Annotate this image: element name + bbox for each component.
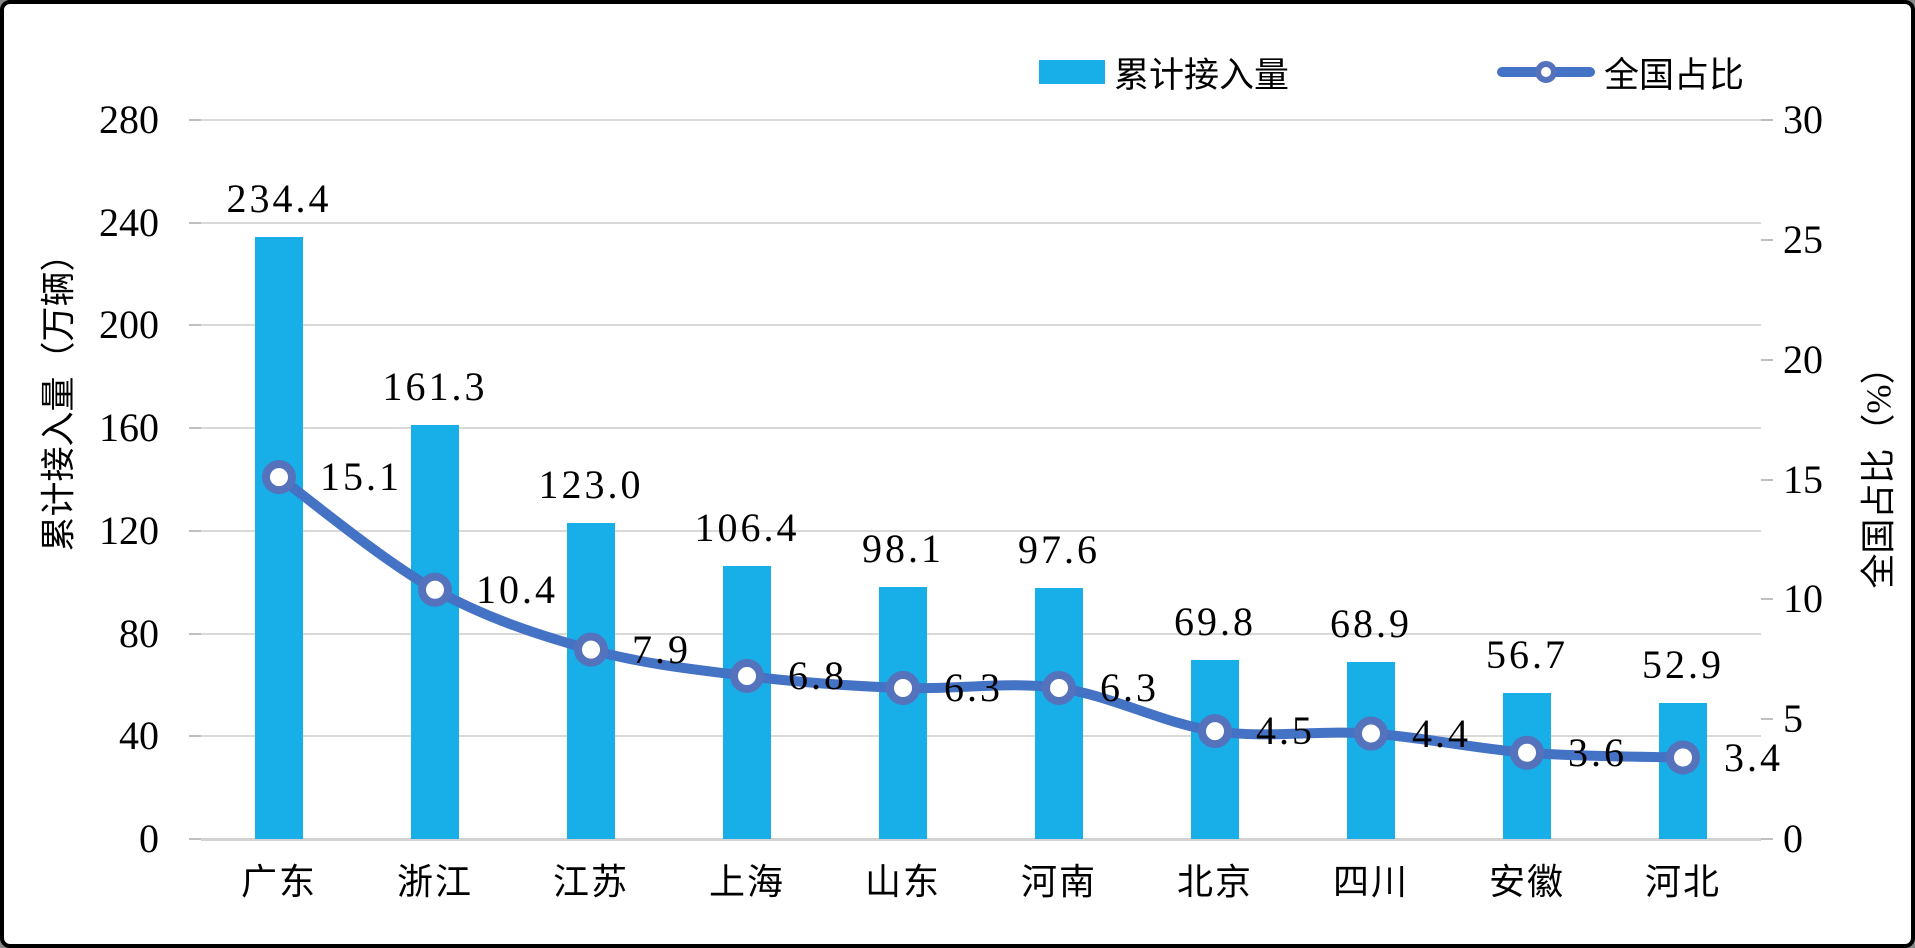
line-series-swatch: [1497, 60, 1595, 84]
left-axis-tickmark: [189, 221, 201, 224]
bar-河南: [1035, 588, 1083, 839]
line-value-label: 3.6: [1568, 729, 1627, 775]
left-axis-tickmark: [189, 529, 201, 532]
line-value-label: 3.4: [1724, 734, 1783, 780]
bar-四川: [1347, 662, 1395, 839]
bar-上海: [723, 565, 771, 839]
left-axis-tick-label: 280: [99, 97, 159, 142]
right-axis-tick-label: 20: [1783, 336, 1823, 382]
bar-安徽: [1503, 693, 1551, 839]
bar-北京: [1191, 659, 1239, 839]
left-axis-tick-label: 80: [119, 610, 159, 656]
bar-浙江: [411, 424, 459, 839]
line-value-label: 4.4: [1412, 710, 1471, 756]
right-axis-tickmark: [1761, 238, 1773, 241]
bar-山东: [879, 587, 927, 839]
x-axis-label-河北: 河北: [1644, 862, 1721, 902]
left-axis-tickmark: [189, 632, 201, 635]
gridline: [201, 119, 1761, 121]
x-axis-label-上海: 上海: [708, 862, 785, 902]
left-axis-tick-label: 240: [99, 199, 159, 245]
left-axis-tickmark: [189, 324, 201, 327]
bar-value-label: 234.4: [226, 176, 332, 222]
gridline: [201, 427, 1761, 430]
gridline: [201, 324, 1761, 327]
legend-item-line-series: 全国占比: [1497, 48, 1744, 96]
line-value-label: 6.8: [788, 653, 847, 699]
line-value-label: 15.1: [320, 454, 402, 500]
left-axis-tickmark: [189, 735, 201, 738]
bar-value-label: 56.7: [1486, 632, 1568, 678]
x-axis-label-浙江: 浙江: [396, 862, 473, 902]
right-axis-tickmark: [1761, 119, 1773, 121]
bar-value-label: 106.4: [694, 504, 800, 550]
right-axis-tick-label: 10: [1783, 576, 1823, 622]
line-value-label: 6.3: [1100, 665, 1159, 710]
left-axis-tick-label: 120: [99, 507, 159, 553]
left-axis-tickmark: [189, 427, 201, 430]
bar-series-swatch: [1039, 60, 1105, 84]
right-axis-tickmark: [1761, 478, 1773, 481]
right-axis-tick-label: 30: [1783, 97, 1823, 142]
left-axis-title: 累计接入量（万辆）: [39, 236, 79, 552]
bar-value-label: 52.9: [1642, 642, 1724, 688]
bar-value-label: 97.6: [1018, 527, 1100, 573]
left-axis-tickmark: [189, 119, 201, 121]
line-swatch-marker: [1535, 61, 1557, 83]
bar-value-label: 68.9: [1330, 601, 1412, 647]
right-axis-tick-label: 25: [1783, 216, 1823, 262]
left-axis-tick-label: 0: [139, 816, 159, 861]
line-series-path: [274, 472, 1688, 763]
bar-value-label: 123.0: [538, 462, 644, 508]
right-axis-tickmark: [1761, 358, 1773, 361]
bar-广东: [255, 237, 303, 839]
x-axis-label-广东: 广东: [240, 862, 317, 902]
right-axis-tick-label: 5: [1783, 696, 1803, 742]
line-value-label: 4.5: [1256, 708, 1315, 754]
left-axis-tick-label: 40: [119, 713, 159, 759]
left-axis-tickmark: [189, 838, 201, 840]
x-axis-label-安徽: 安徽: [1488, 862, 1565, 902]
legend-label-line-series: 全国占比: [1604, 55, 1745, 95]
bar-value-label: 161.3: [382, 363, 488, 409]
right-axis-tick-label: 15: [1783, 456, 1823, 502]
x-axis-label-河南: 河南: [1020, 862, 1097, 902]
line-value-label: 6.3: [944, 665, 1003, 710]
legend-item-bar-series: 累计接入量: [1039, 48, 1289, 96]
legend-label-bar-series: 累计接入量: [1114, 55, 1290, 95]
right-axis-tickmark: [1761, 598, 1773, 601]
x-axis-label-山东: 山东: [864, 862, 941, 902]
bar-value-label: 98.1: [862, 526, 944, 572]
line-value-label: 7.9: [632, 626, 691, 672]
right-axis-tickmark: [1761, 838, 1773, 840]
line-value-label: 10.4: [476, 566, 558, 612]
bar-江苏: [567, 523, 615, 839]
right-axis-tickmark: [1761, 718, 1773, 721]
x-axis-label-四川: 四川: [1332, 862, 1409, 902]
bar-河北: [1659, 703, 1707, 839]
bar-value-label: 69.8: [1174, 598, 1256, 644]
x-axis-label-北京: 北京: [1176, 862, 1253, 902]
left-axis-tick-label: 160: [99, 405, 159, 451]
right-axis-tick-label: 0: [1783, 816, 1803, 861]
x-axis-label-江苏: 江苏: [552, 862, 629, 902]
left-axis-tick-label: 200: [99, 302, 159, 348]
gridline: [201, 221, 1761, 224]
x-axis-line: [201, 838, 1761, 841]
